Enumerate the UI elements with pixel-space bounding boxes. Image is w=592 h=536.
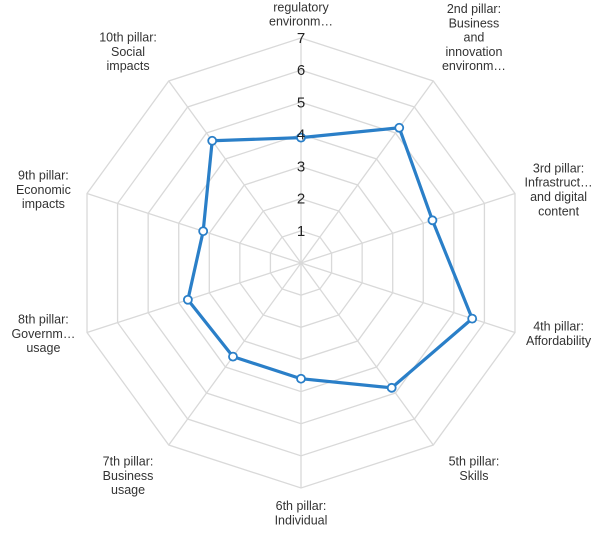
category-label-line: Business [449,16,500,30]
category-label-line: Skills [459,469,488,483]
category-label-line: Affordability [526,334,592,348]
category-label-line: impacts [22,197,65,211]
category-label-line: Individual [275,513,328,527]
category-label: 4th pillar:Affordability [526,320,592,348]
tick-label: 2 [297,191,305,208]
category-label-line: regulatory [273,0,329,14]
category-label-line: 6th pillar: [276,499,327,513]
category-label-line: environm… [269,15,333,29]
category-label-line: usage [111,483,145,497]
category-label-line: 10th pillar: [99,31,157,45]
category-label: 6th pillar:Individualusage [275,499,328,531]
tick-label: 4 [297,126,305,143]
data-point [229,353,237,361]
data-point [395,124,403,132]
category-label-line: 8th pillar: [18,313,69,327]
category-label-line: and digital [530,190,587,204]
data-point [468,315,476,323]
category-label-line: usage [284,528,318,531]
category-label-line: usage [26,341,60,355]
category-label-line: and [464,31,485,45]
grid-spoke [301,193,515,263]
category-label-line: impacts [107,59,150,73]
category-label-line: Infrastruct… [525,176,592,190]
category-label-line: environm… [442,59,506,73]
tick-label: 6 [297,62,305,79]
tick-label: 7 [297,30,305,47]
category-label-line: Economic [16,183,71,197]
category-label: 1st pillar:Political andregulatoryenviro… [267,0,334,29]
category-label-line: 3rd pillar: [533,161,584,175]
category-label-line: 2nd pillar: [447,2,501,16]
category-label-line: 7th pillar: [103,455,154,469]
category-label-line: content [538,204,580,218]
data-series [184,124,476,392]
category-labels: 1st pillar:Political andregulatoryenviro… [11,0,592,531]
category-label-line: 4th pillar: [533,320,584,334]
category-label-line: innovation [445,45,502,59]
tick-label: 1 [297,223,305,240]
category-label-line: Social [111,45,145,59]
tick-label: 5 [297,94,305,111]
tick-label: 3 [297,159,305,176]
category-label-line: 5th pillar: [449,455,500,469]
grid-spoke [87,193,301,263]
category-label: 8th pillar:Governm…usage [11,313,75,356]
data-point [208,137,216,145]
data-point [184,296,192,304]
data-point [388,384,396,392]
category-label-line: Governm… [11,327,75,341]
data-point [199,227,207,235]
data-point [297,375,305,383]
category-label-line: Business [103,469,154,483]
category-label: 5th pillar:Skills [449,455,500,483]
category-label-line: 9th pillar: [18,169,69,183]
data-point [428,216,436,224]
grid-spoke [301,263,515,333]
